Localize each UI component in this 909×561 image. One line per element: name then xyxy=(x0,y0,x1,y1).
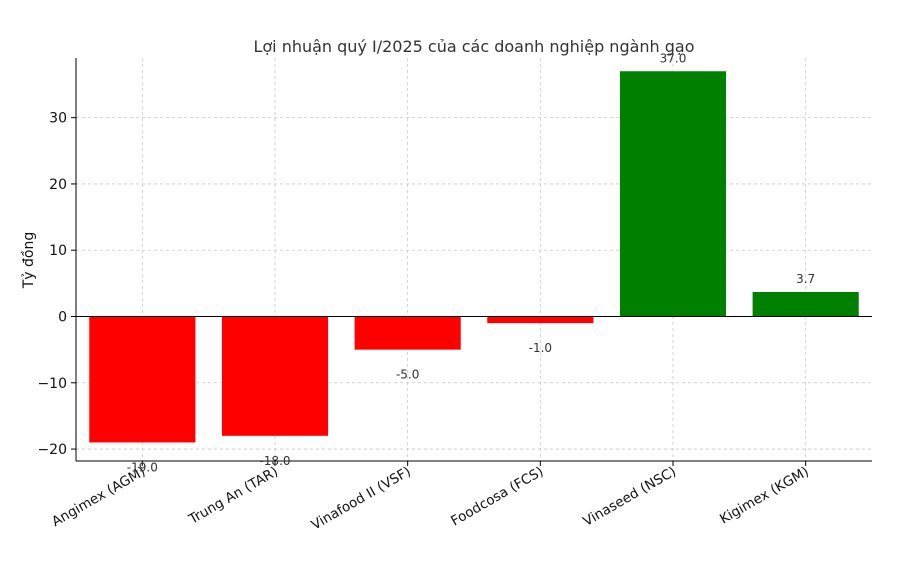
x-tick-labels: Angimex (AGM) Trung An (TAR) Vinafood II (… xyxy=(49,464,811,534)
y-axis-label: Tỷ đồng xyxy=(20,232,37,290)
y-tick-label: −10 xyxy=(37,376,67,392)
data-label: 3.7 xyxy=(796,272,815,286)
bar-4 xyxy=(619,71,727,317)
data-label: -1.0 xyxy=(529,341,552,355)
bar-5 xyxy=(752,291,859,317)
y-tick-label: 30 xyxy=(49,111,67,127)
x-tick-label: Vinaseed (NSC) xyxy=(580,464,679,530)
y-tick-label: −20 xyxy=(37,442,67,458)
x-tick-label: Trung An (TAR) xyxy=(185,464,281,528)
x-tick-label: Foodcosa (FCS) xyxy=(448,464,546,530)
chart-title: Lợi nhuận quý I/2025 của các doanh nghiệ… xyxy=(253,37,694,56)
bar-2 xyxy=(354,316,461,350)
data-label: -19.0 xyxy=(127,460,158,474)
axes xyxy=(71,58,872,466)
y-tick-labels: −20 −10 0 10 20 30 xyxy=(37,111,67,458)
bar-3 xyxy=(487,316,594,324)
y-tick-label: 10 xyxy=(49,243,67,259)
data-labels: -19.0 -18.0 -5.0 -1.0 37.0 3.7 xyxy=(127,51,815,474)
y-tick-label: 0 xyxy=(58,310,67,326)
y-tick-label: 20 xyxy=(49,177,67,193)
bar-1 xyxy=(221,316,329,436)
data-label: -18.0 xyxy=(259,454,290,468)
x-tick-label: Vinafood II (VSF) xyxy=(309,464,414,534)
x-tick-label: Kigimex (KGM) xyxy=(717,464,812,528)
data-label: 37.0 xyxy=(660,51,687,65)
data-label: -5.0 xyxy=(396,368,419,382)
bars xyxy=(89,71,859,443)
bar-0 xyxy=(89,316,196,443)
